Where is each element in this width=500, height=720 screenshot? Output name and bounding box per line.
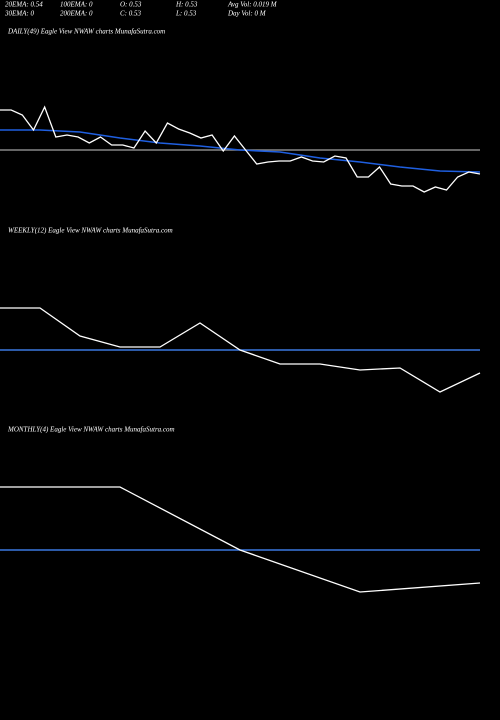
header-stat: 20EMA: 0.54 — [5, 1, 43, 9]
series-line — [0, 129, 481, 173]
header-stat: L: 0.53 — [175, 10, 197, 18]
header-stat: Day Vol: 0 M — [227, 10, 267, 18]
series-line — [0, 105, 481, 193]
header-stat: O: 0.53 — [120, 1, 142, 9]
header-stat: Avg Vol: 0.019 M — [227, 1, 278, 9]
panel-title: MONTHLY(4) Eagle View NWAW charts Munafa… — [7, 426, 175, 434]
series-line — [0, 486, 481, 593]
panel-title: WEEKLY(12) Eagle View NWAW charts Munafa… — [8, 227, 173, 235]
header-stat: C: 0.53 — [120, 10, 142, 18]
panel-title: DAILY(49) Eagle View NWAW charts MunafaS… — [7, 28, 165, 36]
header-stat: 100EMA: 0 — [60, 1, 93, 9]
series-line — [0, 307, 481, 393]
header-stat: H: 0.53 — [175, 1, 198, 9]
header-stat: 30EMA: 0 — [4, 10, 34, 18]
header-stat: 200EMA: 0 — [60, 10, 93, 18]
